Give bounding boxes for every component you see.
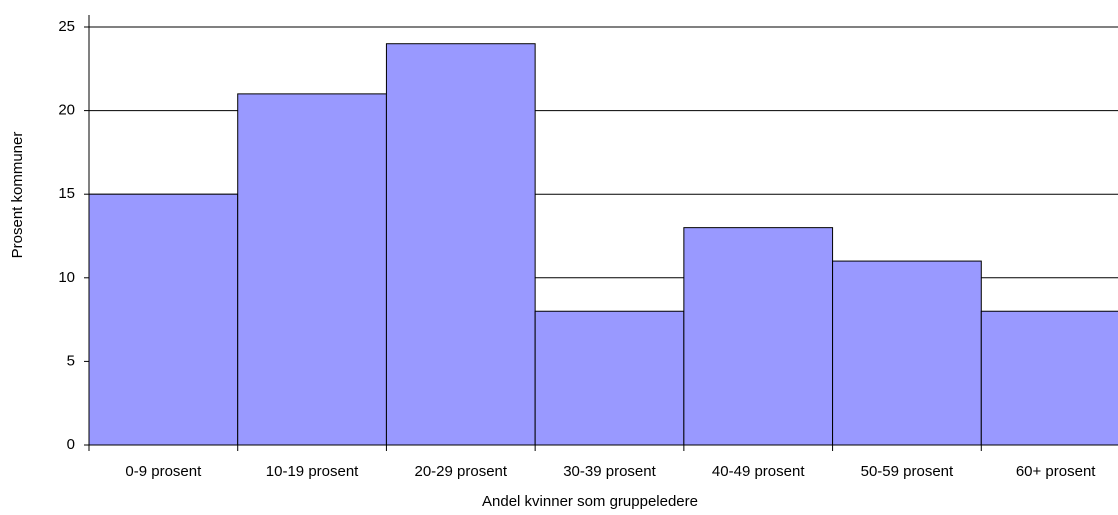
y-axis-title: Prosent kommuner [9,132,26,259]
x-tick-label: 20-29 prosent [414,463,507,480]
y-tick-label: 15 [58,185,75,202]
x-tick-label: 50-59 prosent [861,463,954,480]
bar [88,193,239,446]
bar [237,93,387,446]
bar [980,310,1118,446]
y-tick-label: 10 [58,269,75,286]
y-tick-label: 5 [67,352,75,369]
y-tick-label: 0 [67,436,75,453]
bar [385,43,536,446]
x-tick-label: 40-49 prosent [712,463,805,480]
x-tick-label: 60+ prosent [1016,463,1096,480]
bar [683,227,834,446]
y-tick-label: 20 [58,102,75,119]
bar [832,260,982,446]
x-tick-label: 30-39 prosent [563,463,656,480]
x-tick-label: 0-9 prosent [125,463,202,480]
bar [534,310,685,446]
x-tick-label: 10-19 prosent [266,463,359,480]
x-axis-title: Andel kvinner som gruppeledere [482,493,698,510]
y-tick-label: 25 [58,18,75,35]
